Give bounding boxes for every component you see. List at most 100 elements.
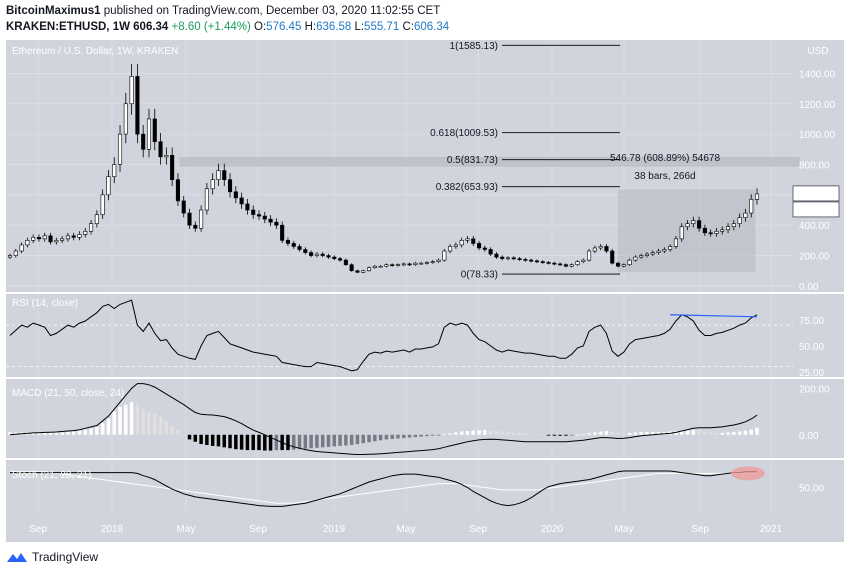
macd-histogram-bar (691, 430, 696, 435)
candle-body (558, 263, 563, 266)
macd-histogram-bar (697, 430, 701, 435)
macd-histogram-bar (639, 431, 643, 435)
candle-body (685, 223, 690, 228)
candle-body (320, 253, 325, 256)
price-axis-1 (793, 294, 844, 377)
candle-body (569, 264, 574, 267)
symbol-label: KRAKEN:ETHUSD, 1W (6, 21, 130, 33)
candle-body (737, 217, 742, 224)
macd-histogram-bar (54, 432, 59, 435)
candle-body (361, 270, 366, 273)
candle-body (459, 240, 464, 246)
candle-body (77, 234, 82, 238)
macd-histogram-bar (610, 431, 614, 435)
macd-histogram-bar (674, 431, 678, 435)
candle-body (650, 252, 655, 255)
candle-body (430, 261, 435, 263)
macd-histogram-bar (732, 431, 736, 435)
open-value: 576.45 (266, 21, 302, 33)
candle-body (401, 263, 406, 266)
macd-histogram-bar (471, 430, 475, 435)
measure-price-label: 546.78 (608.89%) 54678 (610, 153, 721, 164)
rsi-line (9, 299, 758, 372)
candle-body (338, 258, 343, 261)
macd-histogram-bar (430, 434, 435, 436)
macd-histogram-bar (234, 434, 238, 450)
candle-body (378, 265, 383, 268)
candle-body (494, 253, 499, 258)
macd-histogram-bar (320, 434, 325, 448)
footer: TradingView (6, 547, 98, 567)
candle-body (633, 256, 638, 261)
x-tick-label: 2019 (323, 524, 346, 535)
candle-body (94, 214, 99, 224)
macd-histogram-bar (367, 434, 371, 443)
fib-level-label: 0(78.33) (461, 270, 498, 281)
x-tick-label: May (397, 524, 416, 535)
candle-body (419, 262, 424, 265)
candle-body (511, 257, 516, 260)
candle-body (210, 179, 215, 190)
candle-body (679, 226, 684, 240)
price-unit-label: USD (807, 46, 828, 57)
macd-histogram-bar (60, 432, 64, 435)
candle-body (83, 230, 88, 235)
macd-histogram-bar (181, 434, 186, 436)
x-tick-label: 2021 (760, 524, 783, 535)
macd-histogram-bar (494, 431, 499, 435)
macd-histogram-bar (541, 434, 545, 436)
macd-histogram-bar (216, 434, 221, 447)
candle-body (384, 264, 389, 267)
candle-body (158, 141, 163, 158)
macd-histogram-bar (349, 434, 354, 445)
main-pane-title: Ethereum / U.S. Dollar, 1W, KRAKEN (12, 46, 178, 57)
macd-histogram-bar (679, 430, 684, 435)
macd-histogram-bar (622, 432, 626, 435)
macd-tick-label: 200.00 (799, 384, 830, 395)
macd-histogram-bar (158, 416, 163, 435)
candle-body (505, 257, 511, 260)
candle-body (390, 264, 395, 266)
macd-histogram-bar (8, 432, 12, 435)
candle-body (407, 263, 412, 266)
candle-body (280, 224, 285, 241)
macd-histogram-bar (100, 423, 105, 435)
macd-histogram-bar (523, 433, 528, 435)
candle-body (19, 244, 24, 252)
countdown-tag (792, 201, 840, 218)
candle-body (395, 264, 401, 266)
candle-body (517, 258, 522, 260)
author-name[interactable]: BitcoinMaximus1 (6, 5, 101, 17)
macd-histogram-bar (141, 409, 145, 435)
candle-body (500, 256, 505, 259)
candle-body (216, 170, 221, 180)
footer-brand[interactable]: TradingView (32, 550, 99, 564)
candle-body (668, 246, 673, 250)
last-price-tag-label: 606.34 (799, 190, 830, 201)
macd-histogram-bar (326, 434, 331, 447)
price-tick-label: 0.00 (799, 282, 819, 293)
candle-body (314, 253, 319, 256)
candle-body (465, 238, 470, 241)
candle-body (702, 227, 707, 234)
candle-body (708, 232, 713, 235)
macd-histogram-bar (552, 434, 557, 436)
tradingview-logo-icon[interactable] (6, 550, 28, 564)
candle-body (691, 220, 696, 224)
macd-histogram-bar (361, 434, 365, 444)
macd-histogram-bar (263, 434, 267, 451)
x-tick-label: Sep (29, 524, 47, 535)
chart-canvas[interactable]: Sep 2018 May Sep 2019 May Sep 2020 May Sep 2021 0.0… (0, 0, 850, 545)
macd-histogram-bar (737, 431, 742, 435)
macd-histogram-bar (129, 402, 134, 435)
candle-body (349, 264, 354, 272)
macd-histogram-bar (48, 432, 53, 435)
x-tick-label: Sep (469, 524, 487, 535)
candle-body (731, 223, 736, 228)
candle-body (262, 215, 267, 220)
last-price: 606.34 (133, 21, 169, 33)
price-tick-label: 1200.00 (799, 100, 836, 111)
macd-histogram-bar (529, 433, 533, 435)
macd-histogram-bar (720, 432, 724, 435)
macd-histogram-bar (390, 434, 394, 439)
